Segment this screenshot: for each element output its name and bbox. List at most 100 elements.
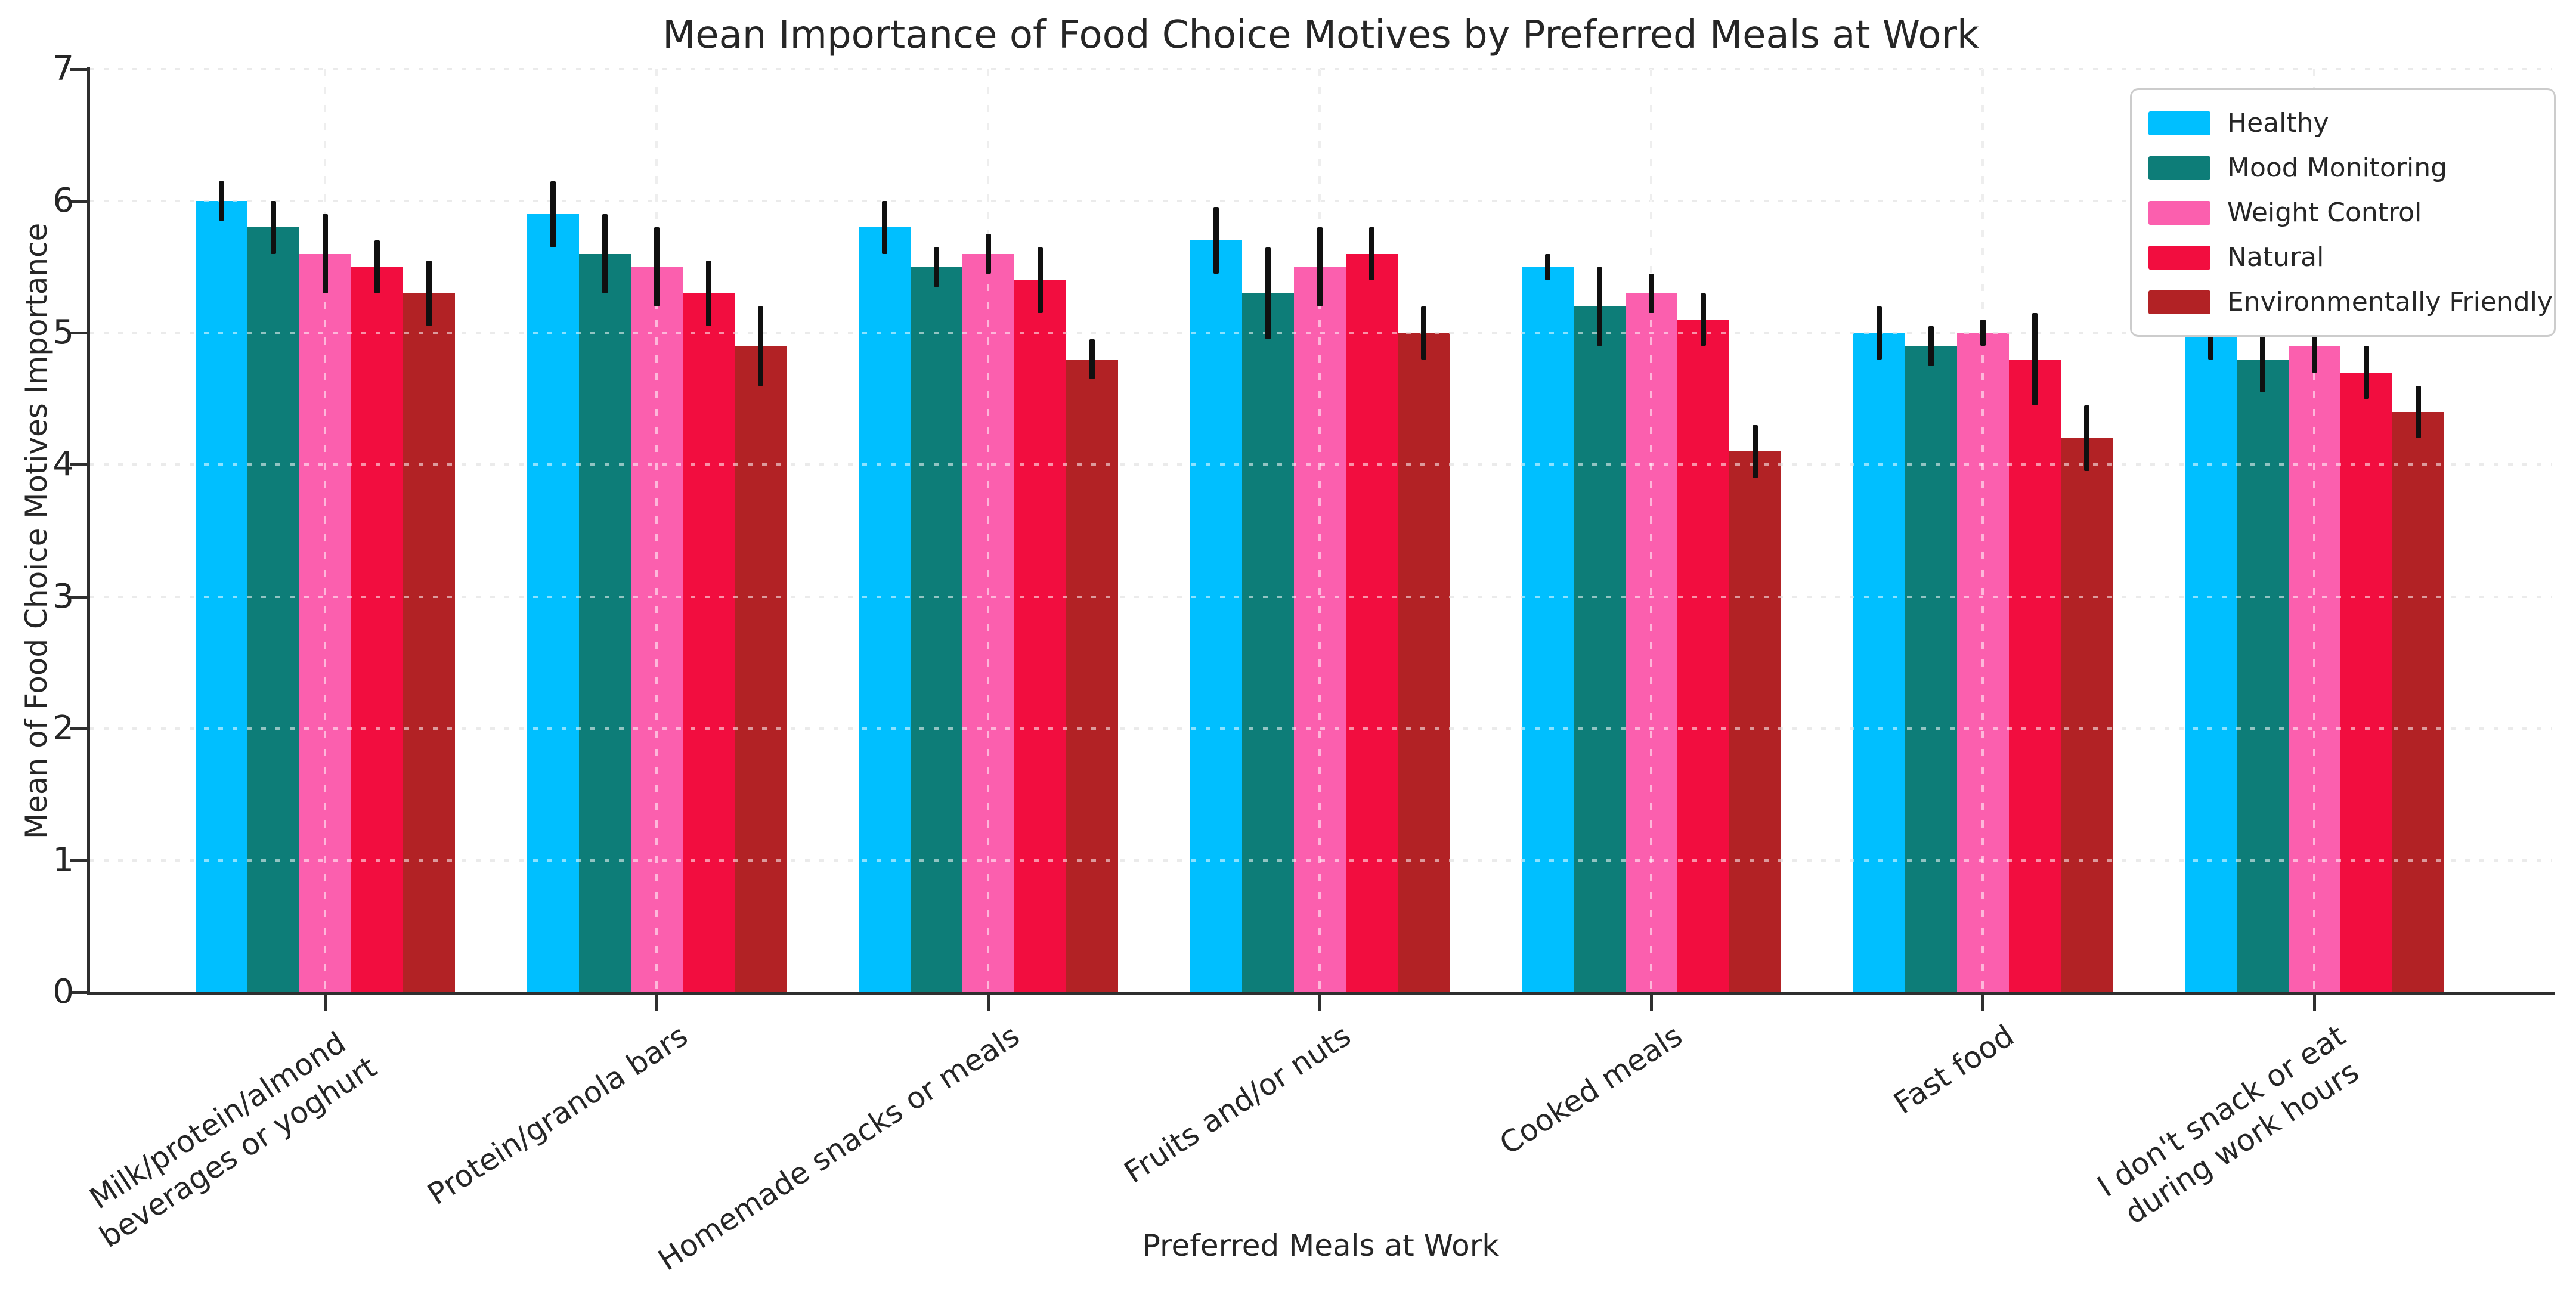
v-gridline-overlay bbox=[1981, 69, 1984, 992]
legend-label: Environmentally Friendly bbox=[2227, 287, 2553, 317]
x-tick-label: I don't snack or eat during work hours bbox=[2091, 1018, 2365, 1231]
y-tick bbox=[70, 332, 88, 335]
bar bbox=[402, 293, 455, 992]
bar bbox=[734, 346, 787, 992]
bar bbox=[2184, 333, 2237, 992]
legend-label: Weight Control bbox=[2227, 197, 2422, 228]
error-bar bbox=[1876, 306, 1882, 360]
legend-label: Mood Monitoring bbox=[2227, 153, 2448, 183]
error-bar bbox=[1368, 227, 1374, 280]
bar bbox=[910, 267, 962, 992]
error-bar bbox=[1089, 339, 1095, 379]
v-gridline-overlay bbox=[1650, 69, 1652, 992]
legend-swatch-weight-control bbox=[2148, 200, 2210, 225]
error-bar bbox=[2415, 385, 2421, 439]
v-gridline-overlay bbox=[655, 69, 658, 992]
error-bar bbox=[985, 234, 991, 274]
bar bbox=[247, 227, 299, 992]
legend: Healthy Mood Monitoring Weight Control N… bbox=[2130, 88, 2556, 337]
error-bar bbox=[1420, 306, 1426, 360]
x-tick-label: Protein/granola bars bbox=[422, 1018, 694, 1212]
h-gridline-overlay bbox=[89, 68, 2552, 70]
h-gridline-overlay bbox=[89, 200, 2552, 203]
y-tick bbox=[70, 200, 88, 203]
bar bbox=[1014, 280, 1066, 992]
bar bbox=[2392, 411, 2444, 992]
h-gridline-overlay bbox=[89, 859, 2552, 862]
legend-swatch-mood-monitoring bbox=[2148, 156, 2210, 180]
error-bar bbox=[1752, 425, 1758, 478]
y-tick bbox=[70, 463, 88, 467]
error-bar bbox=[1596, 267, 1602, 346]
y-tick-label: 0 bbox=[52, 972, 74, 1011]
v-gridline-overlay bbox=[1318, 69, 1321, 992]
error-bar bbox=[426, 260, 432, 327]
error-bar bbox=[374, 240, 380, 293]
bar bbox=[578, 253, 631, 992]
error-bar bbox=[1700, 293, 1706, 346]
y-tick-label: 4 bbox=[52, 445, 74, 484]
h-gridline-overlay bbox=[89, 332, 2552, 334]
bar bbox=[2008, 359, 2061, 992]
x-tick-label: Fast food bbox=[1887, 1018, 2020, 1121]
error-bar bbox=[1265, 247, 1271, 340]
legend-item-weight-control: Weight Control bbox=[2132, 190, 2554, 235]
legend-label: Natural bbox=[2227, 242, 2324, 272]
x-tick bbox=[987, 995, 990, 1011]
x-tick bbox=[655, 995, 658, 1011]
error-bar bbox=[1544, 253, 1550, 280]
v-gridline-overlay bbox=[324, 69, 326, 992]
h-gridline-overlay bbox=[89, 463, 2552, 466]
bar bbox=[1241, 293, 1294, 992]
h-gridline-overlay bbox=[89, 595, 2552, 598]
error-bar bbox=[270, 201, 276, 254]
bar bbox=[1190, 240, 1242, 992]
error-bar bbox=[1037, 247, 1043, 314]
bar bbox=[1729, 451, 1781, 992]
error-bar bbox=[2311, 320, 2317, 373]
error-bar bbox=[1980, 320, 1986, 346]
bar bbox=[1066, 359, 1118, 992]
error-bar bbox=[550, 181, 556, 247]
bar bbox=[2236, 359, 2289, 992]
error-bar bbox=[2032, 313, 2038, 405]
x-tick-label: Cooked meals bbox=[1494, 1018, 1689, 1161]
bar bbox=[858, 227, 911, 992]
legend-item-healthy: Healthy bbox=[2132, 101, 2554, 145]
error-bar bbox=[1928, 326, 1934, 366]
bar bbox=[1397, 333, 1450, 992]
error-bar bbox=[1648, 273, 1654, 314]
bar bbox=[1345, 253, 1398, 992]
error-bar bbox=[2083, 405, 2089, 472]
h-gridline-overlay bbox=[89, 727, 2552, 730]
legend-label: Healthy bbox=[2227, 108, 2329, 138]
bar bbox=[1905, 346, 1957, 992]
x-tick bbox=[324, 995, 327, 1011]
error-bar bbox=[654, 227, 660, 307]
bar bbox=[351, 267, 403, 992]
legend-swatch-natural bbox=[2148, 245, 2210, 270]
y-tick-label: 6 bbox=[52, 181, 74, 221]
y-tick bbox=[70, 595, 88, 599]
v-gridline-overlay bbox=[987, 69, 989, 992]
y-tick bbox=[70, 727, 88, 730]
error-bar bbox=[602, 214, 608, 293]
x-axis-label: Preferred Meals at Work bbox=[1142, 1228, 1500, 1263]
y-tick bbox=[70, 859, 88, 862]
legend-item-mood-monitoring: Mood Monitoring bbox=[2132, 145, 2554, 190]
x-tick bbox=[2313, 995, 2316, 1011]
y-axis-spine bbox=[87, 67, 90, 995]
x-axis-spine bbox=[87, 992, 2555, 995]
bar bbox=[527, 214, 579, 992]
error-bar bbox=[2259, 326, 2265, 392]
bar bbox=[1677, 320, 1729, 992]
error-bar bbox=[881, 201, 887, 254]
error-bar bbox=[218, 181, 224, 221]
legend-swatch-healthy bbox=[2148, 111, 2210, 135]
legend-item-environmentally-friendly: Environmentally Friendly bbox=[2132, 280, 2554, 324]
y-tick bbox=[70, 991, 88, 994]
error-bar bbox=[757, 306, 763, 386]
legend-swatch-environmentally-friendly bbox=[2148, 290, 2210, 314]
x-tick bbox=[1981, 995, 1984, 1011]
